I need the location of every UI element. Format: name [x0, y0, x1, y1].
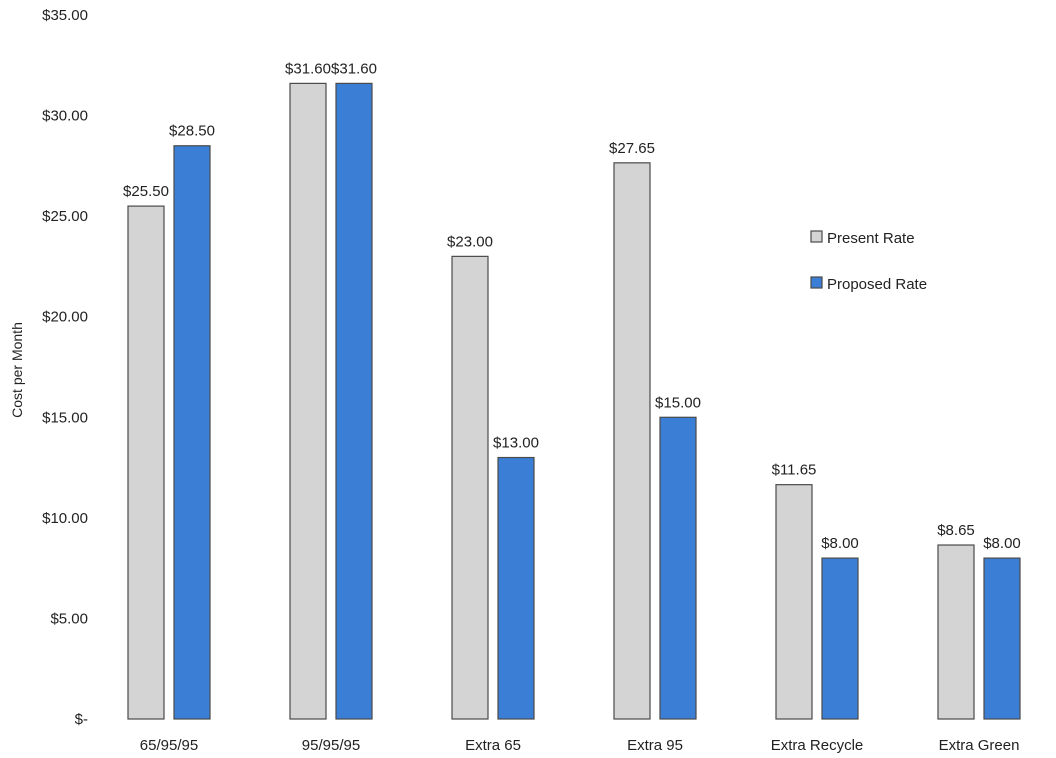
legend-swatch — [810, 230, 823, 243]
legend-label: Proposed Rate — [827, 276, 927, 293]
bar-present — [775, 484, 813, 720]
bar-proposed — [659, 416, 697, 720]
x-category-label: Extra 95 — [627, 737, 683, 754]
bar-proposed — [335, 82, 373, 720]
bar-value-label: $8.00 — [983, 535, 1021, 552]
bar-present — [613, 162, 651, 720]
bar-present — [127, 205, 165, 720]
legend-swatch — [810, 276, 823, 289]
bar-value-label: $27.65 — [609, 140, 655, 157]
bar-value-label: $28.50 — [169, 123, 215, 140]
bar-present — [289, 82, 327, 720]
bar-proposed — [173, 145, 211, 720]
category-labels: 65/95/95 95/95/95 Extra 65 Extra 95 Extra Re… — [140, 737, 1020, 754]
y-tick-label: $15.00 — [42, 409, 88, 426]
legend-label: Present Rate — [827, 230, 915, 247]
y-axis-ticks: $- $5.00 $10.00 $15.00 $20.00 $25.00 $30.00 $35… — [42, 7, 88, 728]
x-category-label: Extra 65 — [465, 737, 521, 754]
bars: $25.50 $28.50 $31.60 $31.60 $23.00 $13.00 $27.… — [123, 60, 1021, 720]
bar-value-label: $15.00 — [655, 394, 701, 411]
bar-value-label: $11.65 — [772, 462, 817, 479]
y-tick-label: $20.00 — [42, 309, 88, 326]
bar-value-label: $31.60 — [285, 60, 331, 77]
y-tick-label: $- — [75, 711, 88, 728]
bar-present — [451, 255, 489, 720]
bar-present — [937, 544, 975, 720]
y-axis-title: Cost per Month — [9, 322, 25, 418]
x-category-label: Extra Recycle — [771, 737, 864, 754]
bar-value-label: $8.00 — [821, 535, 859, 552]
y-tick-label: $5.00 — [50, 610, 88, 627]
legend: Present Rate Proposed Rate — [810, 230, 927, 293]
x-category-label: 95/95/95 — [302, 737, 360, 754]
x-category-label: Extra Green — [939, 737, 1020, 754]
bar-value-label: $13.00 — [493, 435, 539, 452]
bar-value-label: $23.00 — [447, 233, 493, 250]
y-tick-label: $35.00 — [42, 7, 88, 24]
bar-value-label: $8.65 — [937, 522, 975, 539]
bar-value-label: $25.50 — [123, 183, 169, 200]
bar-proposed — [497, 456, 535, 720]
bar-value-label: $31.60 — [331, 60, 377, 77]
x-category-label: 65/95/95 — [140, 737, 198, 754]
y-tick-label: $30.00 — [42, 108, 88, 125]
bar-proposed — [983, 557, 1021, 720]
y-tick-label: $10.00 — [42, 510, 88, 527]
bar-proposed — [821, 557, 859, 720]
y-tick-label: $25.00 — [42, 208, 88, 225]
